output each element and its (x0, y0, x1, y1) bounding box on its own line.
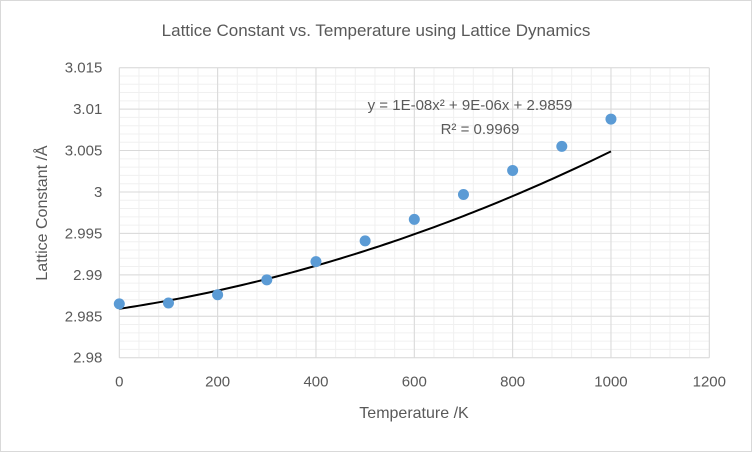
y-axis-title: Lattice Constant /Å (32, 145, 51, 281)
x-tick-label: 1200 (693, 374, 726, 391)
data-point (457, 188, 469, 200)
trendline-equation: y = 1E-08x² + 9E-06x + 2.9859 (368, 97, 573, 114)
x-tick-label: 400 (303, 374, 328, 391)
y-tick-label: 2.98 (73, 350, 102, 367)
data-point (261, 274, 273, 286)
data-point (359, 235, 371, 247)
x-tick-label: 1000 (594, 374, 627, 391)
trendline-r2: R² = 0.9969 (441, 121, 520, 138)
y-tick-label: 3 (94, 184, 102, 201)
y-tick-label: 3.01 (73, 101, 102, 118)
x-tick-label: 800 (500, 374, 525, 391)
data-point (113, 298, 125, 310)
data-points (113, 113, 617, 310)
x-tick-label: 600 (402, 374, 427, 391)
y-tick-labels: 2.98 2.985 2.99 2.995 3 3.005 3.01 3.015 (65, 60, 103, 367)
data-point (605, 113, 617, 125)
y-tick-label: 3.015 (65, 60, 103, 77)
y-tick-label: 3.005 (65, 143, 103, 160)
data-point (408, 213, 420, 225)
y-tick-label: 2.985 (65, 308, 103, 325)
chart-title: Lattice Constant vs. Temperature using L… (162, 21, 591, 40)
data-point (212, 289, 224, 301)
data-point (310, 256, 322, 268)
data-point (162, 297, 174, 309)
x-axis-title: Temperature /K (359, 405, 469, 422)
y-tick-label: 2.99 (73, 267, 102, 284)
x-tick-labels: 0 200 400 600 800 1000 1200 (115, 374, 726, 391)
trendline (119, 150, 612, 310)
x-tick-label: 200 (205, 374, 230, 391)
data-point (556, 140, 568, 152)
x-tick-label: 0 (115, 374, 123, 391)
y-tick-label: 2.995 (65, 225, 103, 242)
data-point (507, 164, 519, 176)
